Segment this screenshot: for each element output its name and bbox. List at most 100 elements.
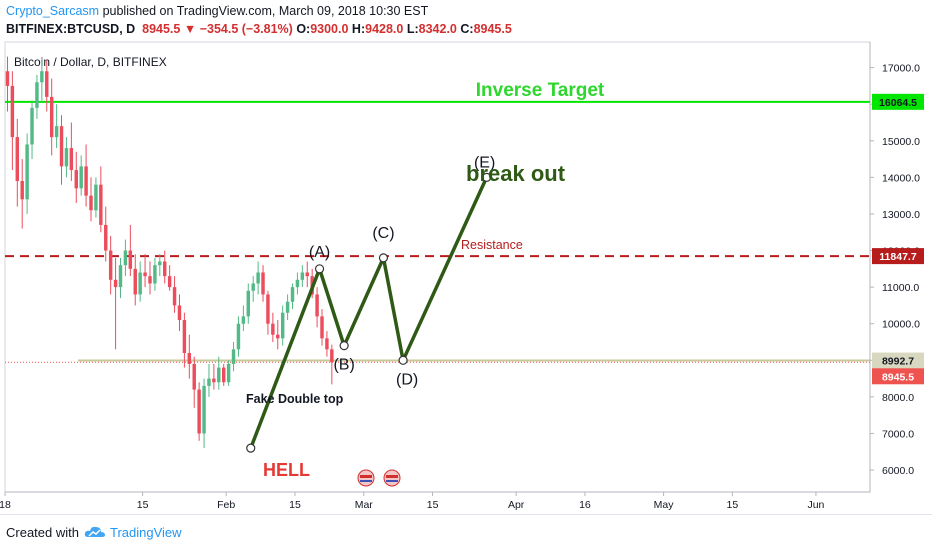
footer: Created with TradingView: [0, 514, 932, 551]
candle-body: [221, 367, 226, 383]
close-value: 8945.5: [473, 22, 512, 36]
candle-body: [69, 148, 74, 171]
candle-body: [271, 323, 275, 335]
candle-body: [285, 301, 290, 313]
chart-title: Bitcoin / Dollar, D, BITFINEX: [14, 55, 167, 69]
low-value: 8342.0: [418, 22, 457, 36]
open-value: 9300.0: [310, 22, 349, 36]
wave-label: (B): [333, 357, 354, 374]
x-tick-label: Jun: [807, 499, 824, 511]
event-flag-stripe-icon: [386, 480, 398, 482]
y-tick-label: 13000.0: [882, 209, 920, 221]
y-tick-label: 11000.0: [882, 282, 919, 294]
support-price-tag: [872, 352, 924, 369]
candle-body: [84, 166, 88, 196]
candle-body: [177, 305, 182, 321]
x-tick-label: 15: [289, 499, 301, 511]
candle-body: [158, 261, 162, 266]
candle-body: [212, 378, 216, 383]
candle-body: [54, 126, 59, 138]
low-label: L:: [406, 22, 419, 36]
high-value: 9428.0: [365, 22, 404, 36]
event-flag-stripe-icon: [360, 475, 372, 478]
last-price-price-tag: [872, 368, 924, 385]
event-flag-stripe-icon: [360, 480, 372, 482]
publish-info: Crypto_Sarcasm published on TradingView.…: [6, 4, 428, 18]
wave-label: (E): [474, 154, 495, 171]
candle-body: [261, 272, 265, 295]
price-chart[interactable]: 6000.07000.08000.09000.010000.011000.012…: [0, 0, 932, 514]
wave-point: [398, 355, 408, 365]
candle-body: [59, 126, 64, 167]
candle-body: [305, 272, 309, 277]
candle-body: [167, 276, 172, 288]
price-change: −354.5 (−3.81%): [199, 22, 293, 36]
candle-body: [113, 279, 118, 288]
candle-body: [94, 184, 98, 211]
candle-body: [182, 320, 187, 353]
last-price-value: 8945.5: [142, 22, 181, 36]
y-tick-label: 6000.0: [882, 465, 914, 477]
event-flag-stripe-icon: [386, 475, 398, 478]
candle-body: [35, 82, 39, 108]
hell-label: HELL: [263, 460, 310, 480]
candle-body: [79, 166, 83, 189]
y-tick-label: 10000.0: [882, 319, 920, 331]
high-label: H:: [351, 22, 366, 36]
candle-body: [256, 272, 260, 284]
x-tick-label: 15: [727, 499, 739, 511]
candle-body: [197, 389, 201, 434]
candle-body: [202, 385, 206, 434]
candle-body: [300, 272, 305, 280]
x-tick-label: 15: [137, 499, 149, 511]
candle-body: [30, 107, 34, 145]
publish-text: published on TradingView.com, March 09, …: [99, 4, 429, 18]
candle-body: [246, 290, 251, 317]
inverse-target-price-tag: [872, 93, 924, 110]
candle-body: [236, 323, 241, 350]
candle-body: [315, 294, 319, 317]
fake-double-top-label: Fake Double top: [246, 392, 344, 406]
candle-body: [290, 287, 295, 302]
candle-body: [163, 261, 167, 277]
x-tick-label: Feb: [217, 499, 235, 511]
plot-area: [4, 41, 871, 493]
resistance-price-tag: [872, 248, 924, 265]
y-tick-label: 15000.0: [882, 136, 920, 148]
x-tick-label: Apr: [508, 499, 525, 511]
author-link[interactable]: Crypto_Sarcasm: [6, 4, 100, 18]
x-tick-label: 16: [579, 499, 591, 511]
candle-body: [251, 283, 255, 291]
candle-body: [320, 316, 324, 339]
candle-body: [266, 294, 270, 324]
candle-body: [133, 268, 137, 295]
tradingview-cloud-icon[interactable]: [84, 524, 106, 540]
candle-body: [226, 363, 231, 383]
candle-body: [25, 144, 29, 200]
inverse-target-label: Inverse Target: [476, 80, 605, 101]
tradingview-link[interactable]: TradingView: [110, 525, 182, 540]
candle-body: [74, 170, 78, 189]
wave-point: [314, 264, 325, 274]
candle-body: [148, 276, 152, 284]
candle-body: [231, 349, 236, 364]
candle-body: [143, 272, 147, 277]
wave-label: (C): [372, 225, 394, 242]
wave-point: [378, 253, 389, 263]
candle-body: [5, 71, 10, 86]
candle-body: [187, 352, 192, 364]
candle-body: [192, 363, 196, 390]
wave-path: [249, 176, 489, 449]
wave-label: (A): [309, 244, 330, 261]
break-out-label: break out: [466, 161, 566, 186]
candle-body: [64, 148, 69, 167]
candle-body: [138, 272, 142, 295]
symbol-name: BITFINEX:BTCUSD, D: [6, 22, 136, 36]
wave-label: (D): [396, 371, 418, 388]
y-tick-label: 14000.0: [882, 172, 920, 184]
candle-body: [280, 312, 285, 339]
y-tick-label: 17000.0: [882, 63, 920, 75]
candle-body: [104, 224, 108, 251]
candle-body: [172, 287, 177, 306]
support-price-tag-label: 8992.7: [882, 356, 914, 368]
